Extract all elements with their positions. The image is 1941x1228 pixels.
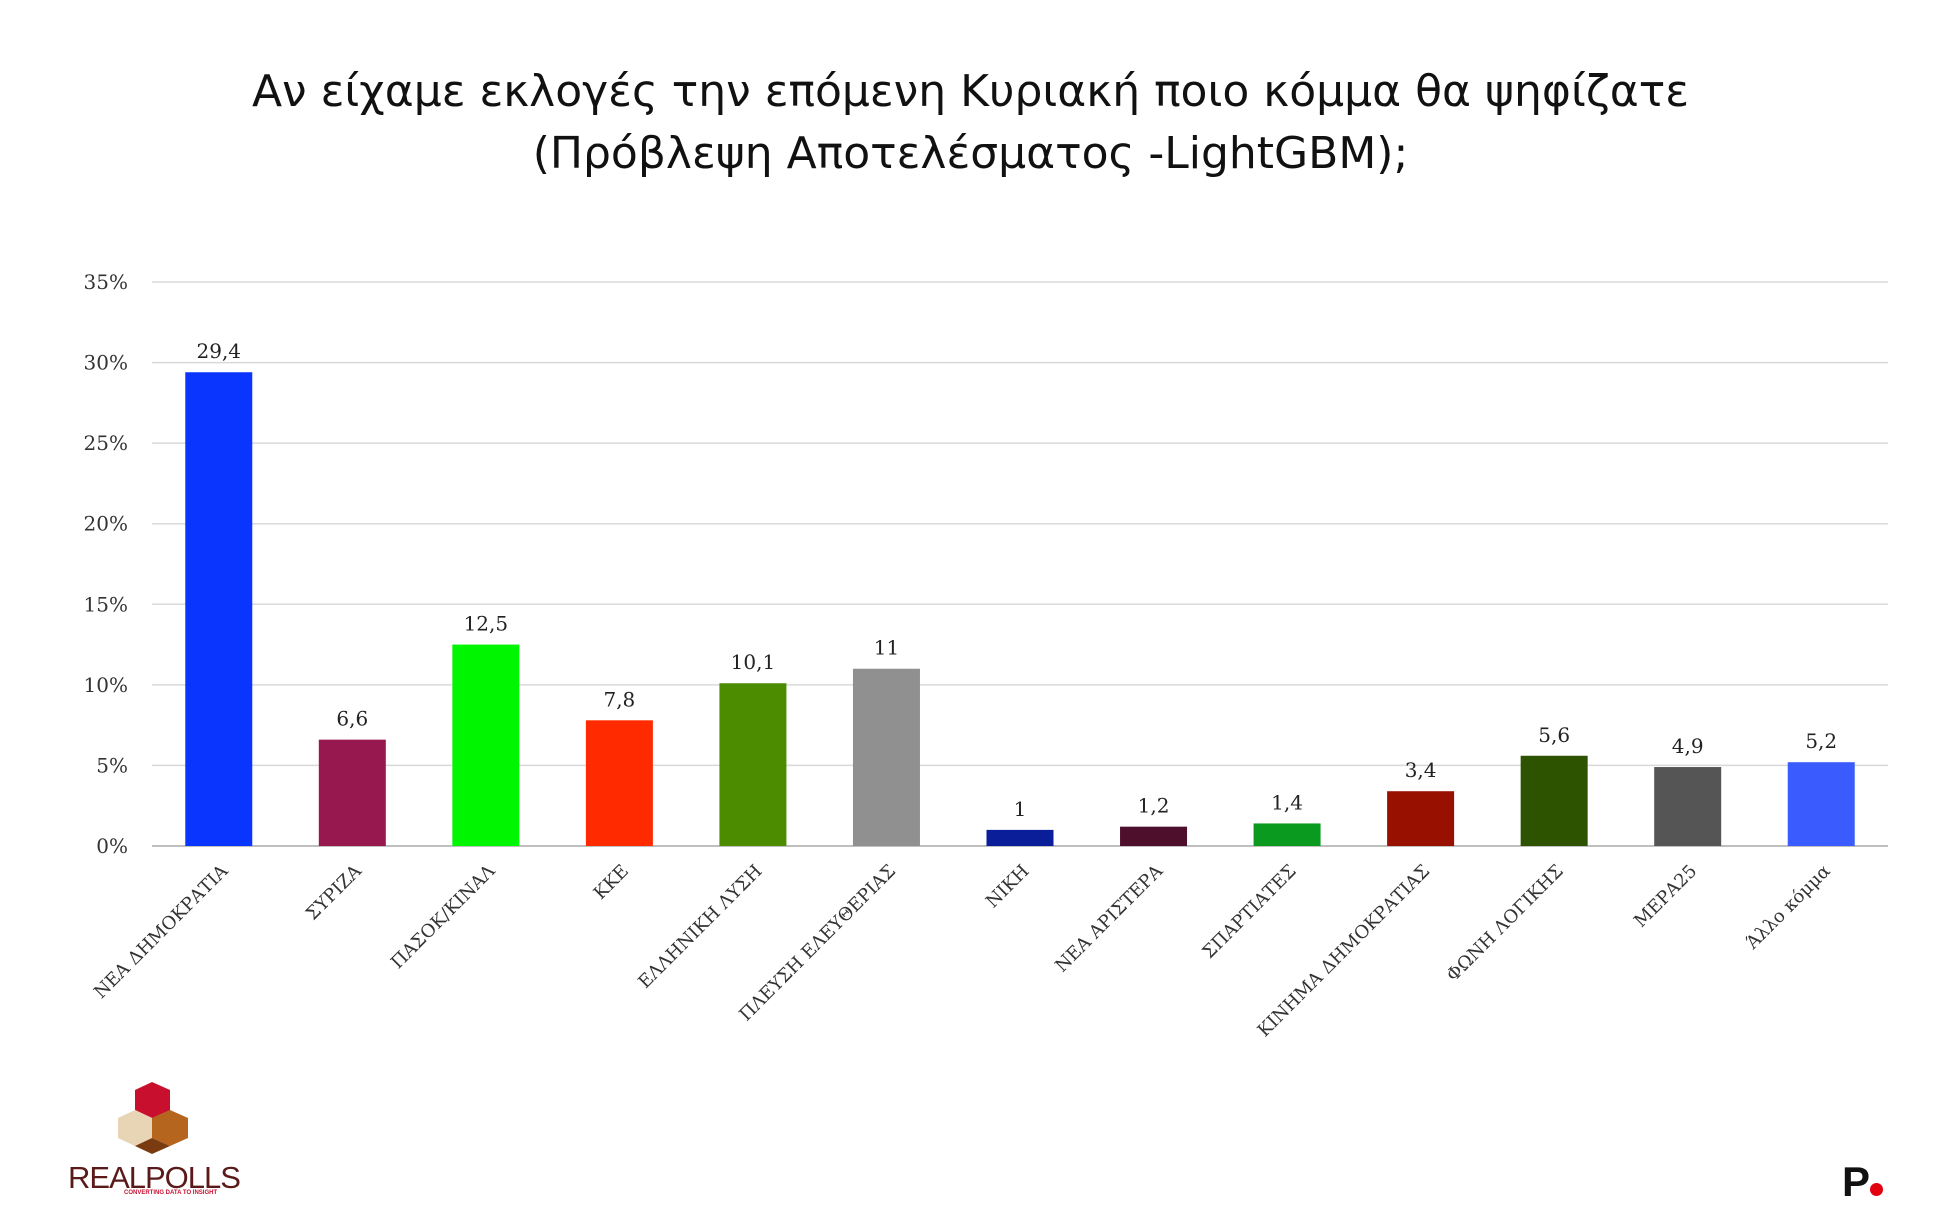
y-tick-label: 15% [84,592,128,616]
y-tick-label: 20% [84,512,128,536]
y-axis-tick-labels: 0% 5% 10% 15% 20% 25% 30% 35% [84,270,128,858]
x-category-label: ΠΛΕΥΣΗ ΕΛΕΥΘΕΡΙΑΣ [735,861,900,1026]
bar [1253,823,1321,846]
bar [185,372,253,846]
data-label: 1 [1014,797,1027,821]
x-category-label: ΣΥΡΙΖΑ [302,860,367,925]
x-axis-category-labels: ΝΕΑ ΔΗΜΟΚΡΑΤΙΑ ΣΥΡΙΖΑ ΠΑΣΟΚ/ΚΙΝΑΛ ΚΚΕ ΕΛΛΗΝΙ… [90,860,1835,1041]
x-category-label: Άλλο κόμμα [1741,861,1834,954]
bar [318,739,386,846]
y-tick-label: 25% [84,431,128,455]
data-label: 5,2 [1805,729,1837,753]
data-label: 10,1 [731,650,776,674]
x-category-label: ΝΕΑ ΑΡΙΣΤΕΡΑ [1051,860,1168,977]
bars [185,372,1855,846]
x-category-label: ΝΙΚΗ [982,861,1034,913]
x-category-label: ΜΕΡΑ25 [1630,861,1701,932]
chart-title-line-2: (Πρόβλεψη Αποτελέσματος -LightGBM); [532,128,1409,179]
x-category-label: ΚΚΕ [590,861,633,904]
bar [719,683,787,846]
data-label: 3,4 [1405,758,1437,782]
realpolls-cube-icon [118,1082,188,1154]
realpolls-logo: REALPOLLS CONVERTING DATA TO INSIGHT [60,1078,241,1198]
data-label: 12,5 [464,612,509,636]
y-tick-label: 0% [96,834,128,858]
x-category-label: ΦΩΝΗ ΛΟΓΙΚΗΣ [1442,861,1567,986]
data-label: 7,8 [603,687,635,711]
data-label: 4,9 [1672,734,1704,758]
x-category-label: ΣΠΑΡΤΙΑΤΕΣ [1198,861,1300,963]
data-label: 1,4 [1271,790,1303,814]
data-label: 29,4 [197,339,242,363]
x-category-label: ΝΕΑ ΔΗΜΟΚΡΑΤΙΑ [90,860,233,1003]
bar [986,829,1054,846]
y-tick-label: 10% [84,673,128,697]
bar [1387,791,1455,846]
y-tick-label: 35% [84,270,128,294]
bar [1654,767,1722,846]
x-category-label: ΠΑΣΟΚ/ΚΙΝΑΛ [387,860,500,973]
realpolls-wordmark: REALPOLLS [68,1160,241,1195]
data-label: 5,6 [1538,723,1570,747]
bar [585,720,653,846]
p-logo-letter: P [1842,1158,1871,1205]
realpolls-tagline: CONVERTING DATA TO INSIGHT [124,1190,218,1196]
chart-title-line-1: Αν είχαμε εκλογές την επόμενη Κυριακή πο… [251,66,1690,117]
y-tick-label: 30% [84,351,128,375]
data-label: 6,6 [336,707,368,731]
bar [852,668,920,846]
y-tick-label: 5% [96,753,128,777]
bar [1787,762,1855,846]
bar [1120,826,1188,846]
bar [452,644,520,846]
data-label: 11 [874,636,899,660]
x-category-label: ΕΛΛΗΝΙΚΗ ΛΥΣΗ [634,861,766,993]
gridlines [152,281,1888,847]
bar [1520,755,1588,846]
p-logo-dot: P. [1870,1183,1883,1196]
data-label: 1,2 [1138,794,1170,818]
